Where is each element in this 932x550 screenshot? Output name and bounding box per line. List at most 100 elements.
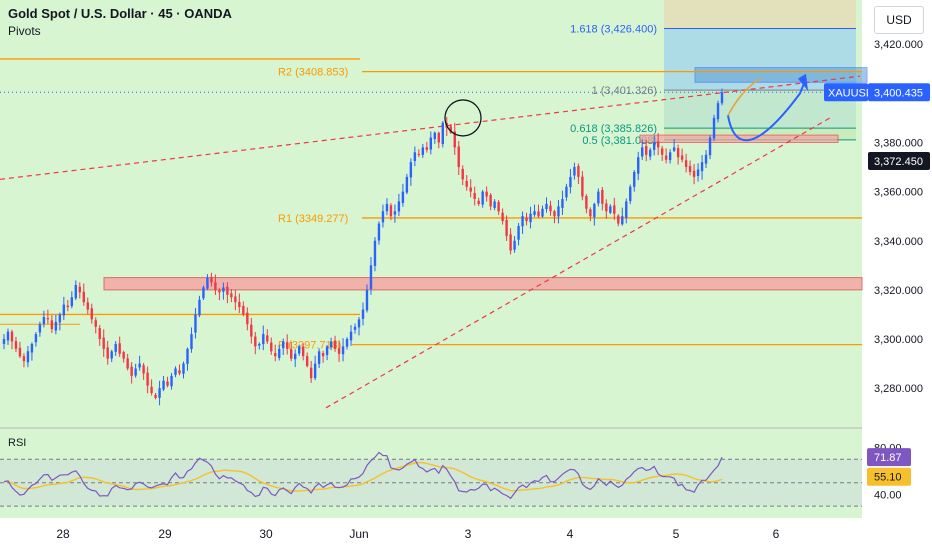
candle-body xyxy=(62,304,66,316)
candle xyxy=(537,204,540,218)
candle xyxy=(696,163,700,182)
candle xyxy=(254,332,257,355)
candle xyxy=(637,151,640,181)
marker-price-text: 3,372.450 xyxy=(874,156,923,168)
candle-body xyxy=(349,331,353,341)
candle-body xyxy=(609,206,612,213)
candle-body xyxy=(6,331,10,341)
rsi-ma-text: 55.10 xyxy=(874,472,902,484)
price-axis-panel xyxy=(862,0,932,550)
candle-body xyxy=(457,146,460,168)
candle xyxy=(581,171,584,201)
candle xyxy=(286,334,289,355)
candle-body xyxy=(385,203,389,212)
candle xyxy=(417,149,421,158)
candle xyxy=(274,344,277,362)
candle xyxy=(385,198,389,216)
candle xyxy=(14,336,18,353)
candle-body xyxy=(250,324,253,337)
candle xyxy=(349,325,353,346)
candle-body xyxy=(381,211,385,223)
candle-body xyxy=(258,343,261,346)
symbol-text: XAUUSD xyxy=(828,87,874,99)
candle-body xyxy=(565,186,568,198)
candle xyxy=(425,141,429,153)
x-tick-label: Jun xyxy=(349,527,368,541)
chart-title: Gold Spot / U.S. Dollar · 45 · OANDA xyxy=(8,6,232,21)
candle-body xyxy=(309,367,313,379)
candle xyxy=(18,341,22,359)
candle xyxy=(270,337,273,355)
candle xyxy=(206,274,209,291)
candle xyxy=(421,143,425,158)
currency-selector[interactable]: USD xyxy=(874,6,924,34)
candle xyxy=(170,372,173,390)
candle xyxy=(301,343,305,361)
candle xyxy=(158,380,161,406)
candle xyxy=(593,202,596,226)
candle-body xyxy=(501,212,504,222)
candle-body xyxy=(214,282,217,290)
candle xyxy=(401,183,405,207)
projection-arrowhead xyxy=(798,73,808,91)
projection-orange xyxy=(727,77,761,116)
candle-body xyxy=(521,216,524,227)
candle-body xyxy=(649,149,652,157)
candle-body xyxy=(270,342,273,352)
candle-body xyxy=(321,353,325,357)
candle xyxy=(62,296,66,321)
candle-body xyxy=(481,191,484,205)
candle-body xyxy=(537,211,540,217)
candle xyxy=(473,186,476,206)
candle xyxy=(166,376,169,388)
candle-body xyxy=(633,171,636,187)
pivot-label-2: P (3297.718) xyxy=(278,340,341,352)
candle-body xyxy=(198,299,201,316)
candle xyxy=(238,293,241,313)
rsi-tick-label: 40.00 xyxy=(874,489,902,501)
candle-body xyxy=(704,154,708,164)
candle-body xyxy=(473,192,476,199)
candle xyxy=(365,284,369,313)
x-tick-label: 6 xyxy=(773,527,780,541)
candle xyxy=(250,317,253,344)
candle xyxy=(150,379,153,396)
candle xyxy=(501,208,504,225)
candle xyxy=(529,206,532,229)
candle-body xyxy=(226,286,229,295)
marker-price-badge: 3,372.450 xyxy=(868,152,930,171)
candle-body xyxy=(274,353,277,357)
candle-body xyxy=(660,148,664,155)
candle-body xyxy=(605,203,608,212)
candle xyxy=(513,236,516,253)
candle-body xyxy=(672,147,676,151)
candle-body xyxy=(585,196,588,209)
candle xyxy=(146,366,149,394)
candle xyxy=(668,149,672,164)
candle-body xyxy=(613,205,616,214)
candle xyxy=(278,344,281,361)
rsi-ma-badge: 55.10 xyxy=(867,467,911,486)
y-tick-label: 3,320.000 xyxy=(874,285,923,297)
candle-body xyxy=(166,381,169,386)
y-tick-label: 3,380.000 xyxy=(874,137,923,149)
candle-body xyxy=(529,213,532,223)
candle xyxy=(66,299,70,312)
candle xyxy=(282,338,285,355)
candle xyxy=(489,193,492,211)
candle xyxy=(688,160,692,176)
candle xyxy=(497,200,500,215)
candle xyxy=(585,194,588,214)
candle-body xyxy=(194,314,197,333)
candle-body xyxy=(333,340,337,349)
candle xyxy=(305,352,309,368)
candle xyxy=(174,366,177,378)
candle xyxy=(565,183,568,201)
candle xyxy=(477,197,480,207)
y-tick-label: 3,300.000 xyxy=(874,334,923,346)
candle xyxy=(30,342,34,361)
candle-body xyxy=(561,198,564,208)
candle-body xyxy=(417,153,421,155)
